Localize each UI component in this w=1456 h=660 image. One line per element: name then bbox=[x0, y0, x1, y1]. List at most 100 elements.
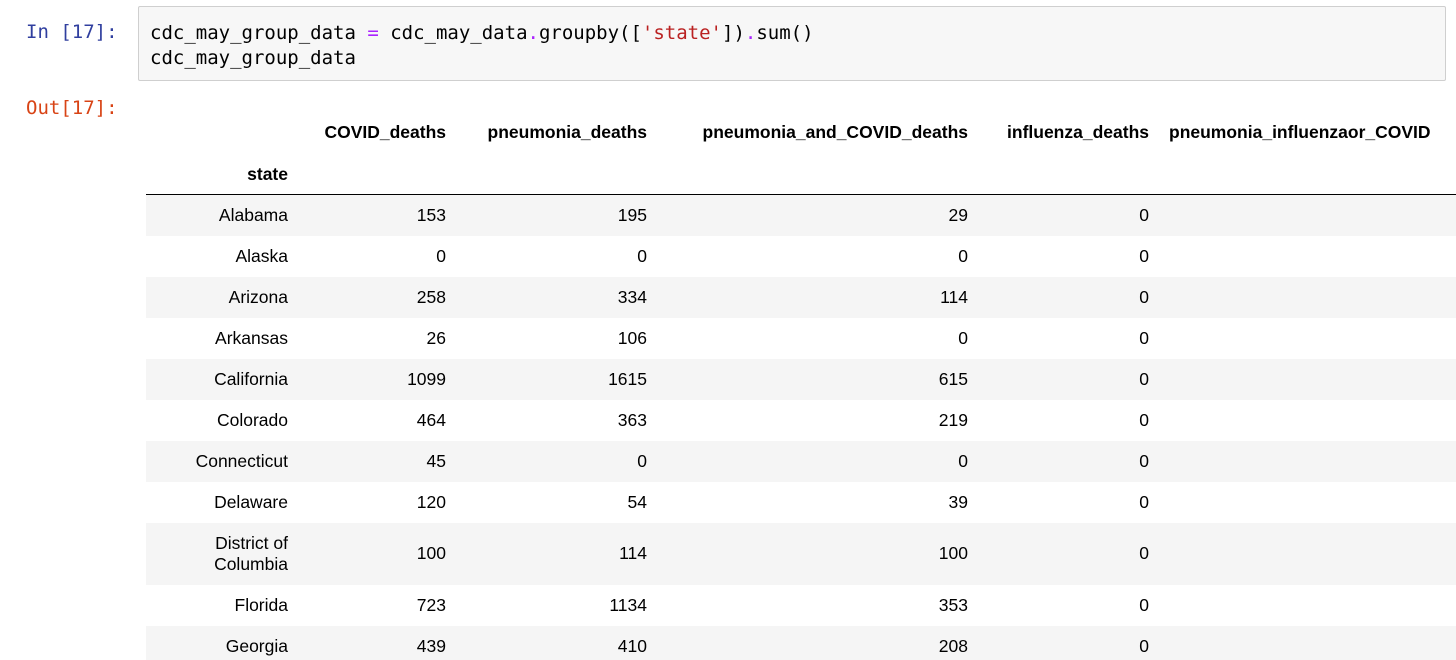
table-row: Arkansas 26 106 0 0 bbox=[146, 318, 1456, 359]
code-token: cdc_may_group_data bbox=[150, 22, 368, 44]
table-cell: 54 bbox=[627, 491, 647, 512]
code-token: cdc_may_group_data bbox=[150, 47, 356, 69]
table-cell: 0 bbox=[1139, 635, 1149, 656]
table-cell bbox=[1149, 318, 1456, 359]
table-cell: 219 bbox=[938, 409, 968, 430]
table-cell bbox=[1149, 523, 1456, 585]
table-cell bbox=[1149, 441, 1456, 482]
index-name-header: state bbox=[146, 154, 288, 195]
table-cell: 120 bbox=[416, 491, 446, 512]
code-token: . bbox=[744, 22, 757, 44]
row-index-label: California bbox=[214, 368, 288, 389]
code-editor[interactable]: cdc_may_group_data = cdc_may_data.groupb… bbox=[138, 6, 1446, 81]
table-row: Georgia 439 410 208 0 bbox=[146, 625, 1456, 660]
row-index-label: Delaware bbox=[214, 491, 288, 512]
table-cell bbox=[1149, 400, 1456, 441]
table-cell: 0 bbox=[958, 450, 968, 471]
row-index-label: Alaska bbox=[235, 245, 288, 266]
table-cell: 26 bbox=[426, 327, 446, 348]
column-header: pneumonia_and_COVID_deaths bbox=[702, 121, 968, 142]
table-row: District of Columbia 100 114 100 0 bbox=[146, 522, 1456, 585]
table-cell: 100 bbox=[416, 543, 446, 563]
input-prompt: In [17]: bbox=[26, 21, 118, 43]
table-cell: 1099 bbox=[407, 368, 446, 389]
table-cell: 153 bbox=[416, 204, 446, 225]
row-index-label: Georgia bbox=[225, 635, 288, 656]
code-token: ]) bbox=[722, 22, 745, 44]
code-token: . bbox=[527, 22, 539, 44]
table-cell bbox=[1149, 482, 1456, 523]
table-cell bbox=[1149, 359, 1456, 400]
table-cell: 0 bbox=[1139, 543, 1149, 563]
table-cell: 45 bbox=[426, 450, 446, 471]
table-cell: 114 bbox=[940, 286, 968, 307]
table-row: Delaware 120 54 39 0 bbox=[146, 482, 1456, 523]
index-name-row: state bbox=[146, 154, 1456, 195]
table-cell: 100 bbox=[938, 543, 968, 563]
table-row: Arizona 258 334 114 0 bbox=[146, 276, 1456, 318]
table-cell: 0 bbox=[958, 245, 968, 266]
dataframe-table: COVID_deaths pneumonia_deaths pneumonia_an… bbox=[146, 110, 1456, 660]
table-cell: 1134 bbox=[609, 594, 647, 615]
table-row: California 1099 1615 615 0 bbox=[146, 358, 1456, 400]
row-index-label: Arkansas bbox=[215, 327, 288, 348]
table-row: Florida 723 1134 353 0 bbox=[146, 585, 1456, 626]
table-cell: 0 bbox=[637, 450, 647, 471]
code-line: cdc_may_group_data bbox=[150, 46, 1445, 71]
table-cell bbox=[1149, 626, 1456, 660]
table-cell: 0 bbox=[436, 245, 446, 266]
code-token: cdc_may_data bbox=[378, 22, 528, 44]
table-cell: 0 bbox=[1139, 368, 1149, 389]
code-token: = bbox=[367, 22, 379, 44]
table-body: Alabama 153 195 29 0 Alaska 0 0 0 0 Arizona 258 334 1… bbox=[146, 194, 1456, 660]
table-row: Connecticut 45 0 0 0 bbox=[146, 440, 1456, 482]
table-cell: 0 bbox=[637, 245, 647, 266]
table-row: Alaska 0 0 0 0 bbox=[146, 236, 1456, 277]
table-cell: 410 bbox=[617, 635, 647, 656]
column-header: pneumonia_deaths bbox=[487, 121, 647, 142]
table-cell: 0 bbox=[1139, 450, 1149, 471]
table-cell: 723 bbox=[416, 594, 446, 615]
table-cell bbox=[1149, 585, 1456, 626]
code-token: groupby([ bbox=[538, 22, 642, 44]
table-cell: 106 bbox=[617, 327, 647, 348]
code-token: sum() bbox=[756, 22, 814, 44]
table-cell bbox=[1149, 236, 1456, 277]
table-cell: 195 bbox=[617, 204, 647, 225]
table-cell: 0 bbox=[1139, 594, 1149, 615]
table-cell: 615 bbox=[938, 368, 968, 389]
code-token: 'state' bbox=[641, 22, 722, 44]
table-cell: 0 bbox=[1139, 327, 1149, 348]
row-index-label: Colorado bbox=[216, 409, 288, 430]
row-index-label: Florida bbox=[234, 594, 289, 615]
table-cell: 114 bbox=[619, 543, 647, 563]
table-row: Colorado 464 363 219 0 bbox=[146, 400, 1456, 441]
table-cell: 363 bbox=[617, 409, 647, 430]
table-cell: 0 bbox=[1139, 245, 1149, 266]
table-cell: 0 bbox=[1139, 286, 1149, 307]
table-cell: 208 bbox=[938, 635, 968, 656]
table-cell: 39 bbox=[948, 491, 968, 512]
table-cell: 0 bbox=[958, 327, 968, 348]
table-cell: 334 bbox=[617, 286, 647, 307]
table-cell: 439 bbox=[416, 635, 446, 656]
table-cell bbox=[1149, 195, 1456, 236]
row-index-label: District of Columbia bbox=[214, 532, 288, 574]
table-cell: 258 bbox=[416, 286, 446, 307]
table-cell: 0 bbox=[1139, 409, 1149, 430]
corner-cell bbox=[146, 110, 288, 154]
column-header: pneumonia_influenzaor_COVID bbox=[1169, 121, 1431, 142]
output-prompt: Out[17]: bbox=[26, 97, 118, 119]
column-header: influenza_deaths bbox=[1007, 121, 1149, 142]
column-header: COVID_deaths bbox=[324, 121, 446, 142]
column-header-row: COVID_deaths pneumonia_deaths pneumonia_an… bbox=[146, 110, 1456, 154]
table-cell bbox=[1149, 277, 1456, 318]
table-cell: 0 bbox=[1139, 204, 1149, 225]
table-cell: 464 bbox=[416, 409, 446, 430]
table-cell: 353 bbox=[938, 594, 968, 615]
table-cell: 1615 bbox=[608, 368, 647, 389]
table-row: Alabama 153 195 29 0 bbox=[146, 194, 1456, 236]
table-cell: 0 bbox=[1139, 491, 1149, 512]
row-index-label: Connecticut bbox=[195, 450, 288, 471]
